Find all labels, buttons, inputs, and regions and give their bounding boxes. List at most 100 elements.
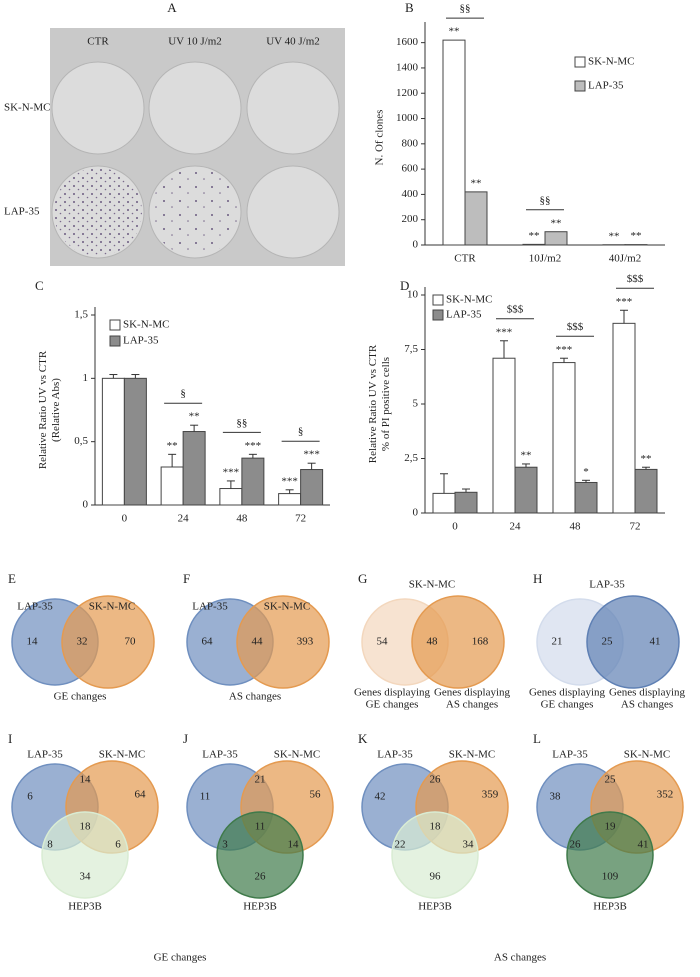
legend-label: SK-N-MC	[588, 56, 634, 68]
significance-stars: ***	[556, 344, 573, 356]
set-label: GE changes	[366, 699, 419, 711]
region-count: 11	[200, 791, 211, 803]
y-tick-label: 0	[413, 239, 419, 251]
set-label: LAP-35	[552, 749, 588, 761]
bracket-label: §§	[540, 194, 551, 206]
region-count: 41	[638, 839, 649, 851]
region-count: 70	[125, 636, 137, 648]
column-label: UV 40 J/m2	[266, 36, 320, 48]
set-label: Genes displaying	[354, 687, 431, 699]
x-tick-label: 24	[178, 513, 190, 525]
bar	[552, 362, 576, 514]
region-count: 8	[47, 839, 53, 851]
bar	[574, 481, 598, 514]
set-label: AS changes	[621, 699, 673, 711]
significance-stars: **	[521, 449, 532, 461]
venn-set	[61, 595, 155, 689]
panel-letter: G	[358, 571, 367, 586]
set-label: SK-N-MC	[274, 749, 320, 761]
significance-stars: ***	[303, 449, 320, 461]
bar	[442, 39, 466, 246]
y-axis-title: N. Of clones	[374, 110, 386, 166]
set-label: SK-N-MC	[99, 749, 145, 761]
region-count: 34	[80, 871, 92, 883]
y-axis-title: % of PI positive cells	[380, 357, 392, 451]
bracket-label: $$$	[507, 303, 524, 315]
significance-stars: **	[167, 440, 178, 452]
venn-set	[566, 811, 654, 899]
legend-swatch	[109, 319, 121, 331]
region-count: 44	[252, 636, 264, 648]
legend-swatch	[432, 294, 444, 306]
region-count: 352	[657, 789, 674, 801]
panel-letter: E	[8, 571, 16, 586]
y-tick-label: 7,5	[404, 343, 418, 355]
y-tick-label: 0,5	[74, 435, 88, 447]
region-count: 14	[80, 774, 92, 786]
x-tick-label: 0	[452, 521, 458, 533]
region-count: 18	[80, 821, 92, 833]
set-label: HEP3B	[593, 901, 627, 913]
legend-swatch	[109, 335, 121, 347]
region-count: 25	[602, 636, 614, 648]
set-label: SK-N-MC	[89, 601, 135, 613]
legend-label: SK-N-MC	[123, 319, 169, 331]
region-count: 19	[605, 821, 617, 833]
legend-swatch	[432, 309, 444, 321]
set-label: LAP-35	[202, 749, 238, 761]
panel-letter: H	[533, 571, 542, 586]
region-count: 42	[375, 791, 386, 803]
bar	[241, 457, 265, 506]
x-tick-label: 48	[236, 513, 248, 525]
set-label: SK-N-MC	[624, 749, 670, 761]
significance-stars: **	[609, 230, 620, 242]
bracket-label: §	[298, 426, 304, 438]
bar	[219, 488, 243, 506]
significance-stars: ***	[616, 296, 633, 308]
venn-title: SK-N-MC	[409, 579, 455, 591]
region-count: 109	[602, 871, 619, 883]
y-tick-label: 800	[402, 137, 419, 149]
set-label: LAP-35	[377, 749, 413, 761]
x-tick-label: 72	[630, 521, 641, 533]
column-label: UV 10 J/m2	[168, 36, 222, 48]
region-count: 22	[395, 839, 406, 851]
y-tick-label: 0	[83, 499, 89, 511]
region-count: 168	[472, 636, 489, 648]
y-tick-label: 0	[413, 507, 419, 519]
significance-stars: **	[641, 453, 652, 465]
region-count: 14	[288, 839, 300, 851]
region-count: 18	[430, 821, 442, 833]
region-count: 393	[297, 636, 314, 648]
bracket-label: §§	[236, 417, 247, 429]
bracket-label: $$$	[567, 321, 584, 333]
legend-label: LAP-35	[446, 309, 482, 321]
venn-caption: AS changes	[229, 691, 281, 703]
set-label: LAP-35	[192, 601, 228, 613]
y-tick-label: 1	[83, 372, 89, 384]
set-label: SK-N-MC	[449, 749, 495, 761]
region-count: 3	[222, 839, 228, 851]
venn-set	[586, 595, 680, 689]
set-label: SK-N-MC	[264, 601, 310, 613]
bar	[278, 493, 302, 506]
group-caption: AS changes	[494, 952, 546, 964]
panel-letter: D	[400, 278, 409, 293]
legend-label: LAP-35	[123, 335, 159, 347]
bar	[634, 468, 658, 514]
venn-set	[216, 811, 304, 899]
bar	[492, 357, 516, 514]
region-count: 21	[552, 636, 563, 648]
set-label: HEP3B	[68, 901, 102, 913]
bar	[514, 466, 538, 514]
significance-stars: **	[189, 411, 200, 423]
x-tick-label: 72	[295, 513, 306, 525]
region-count: 26	[255, 871, 267, 883]
group-caption: GE changes	[154, 952, 207, 964]
y-tick-label: 5	[413, 398, 419, 410]
set-label: LAP-35	[27, 749, 63, 761]
x-tick-label: 40J/m2	[609, 253, 641, 265]
legend-label: SK-N-MC	[446, 294, 492, 306]
legend-swatch	[574, 80, 586, 92]
